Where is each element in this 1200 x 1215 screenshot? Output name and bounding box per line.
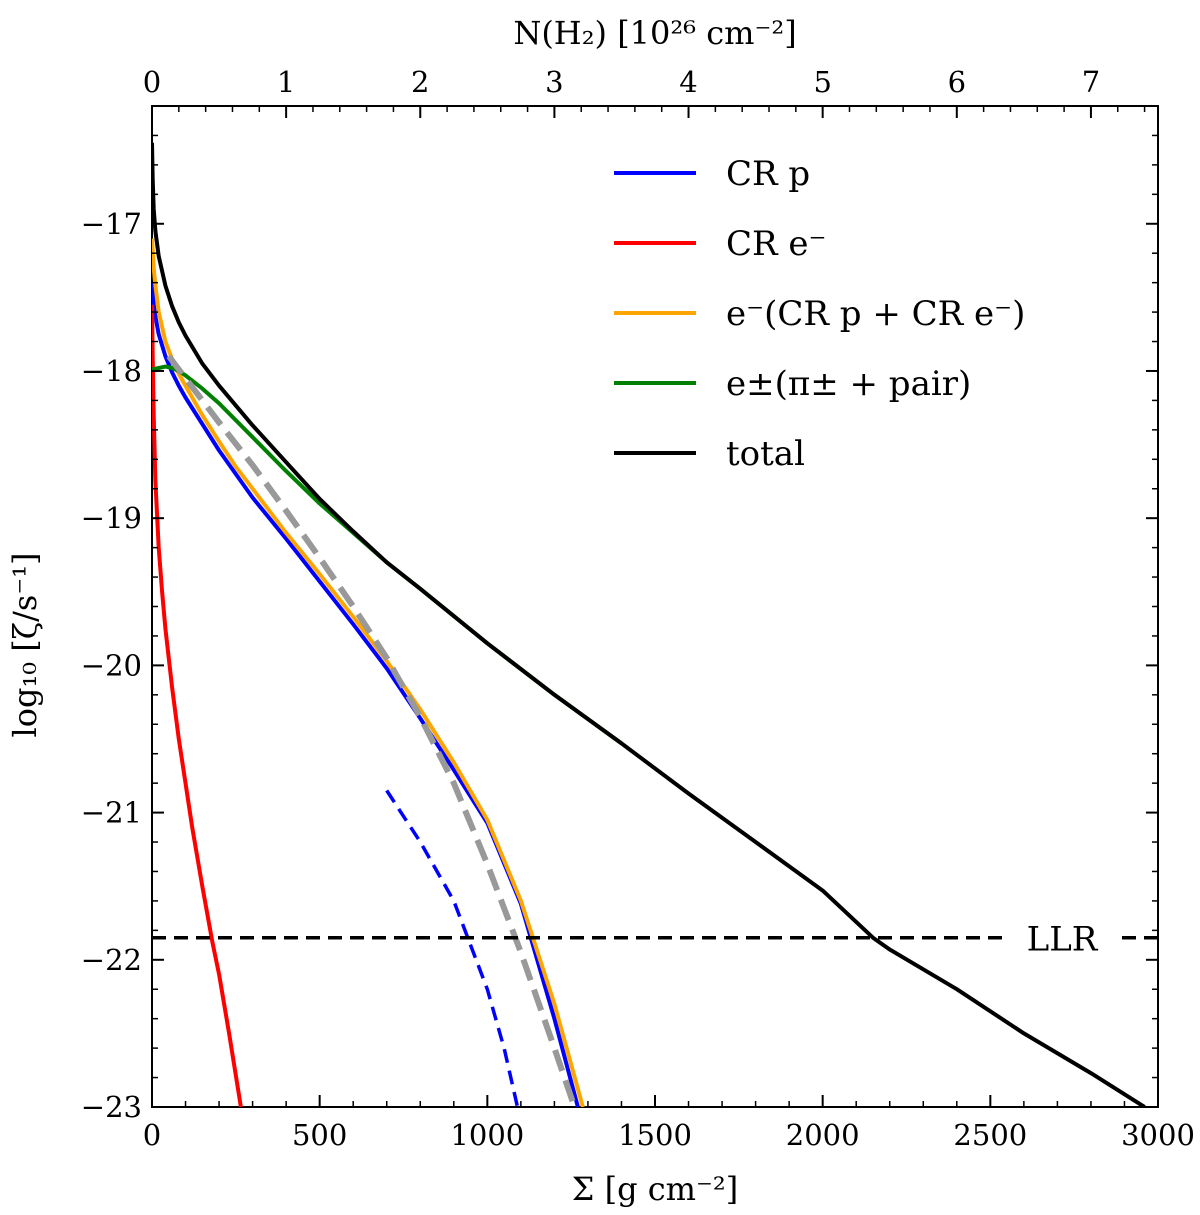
legend-label-2: e⁻(CR p + CR e⁻) [726, 294, 1025, 334]
top-tick-label: 3 [545, 65, 563, 99]
labels-layer: Σ [g cm⁻²] N(H₂) [10²⁶ cm⁻²] log₁₀ [ζ/s⁻… [6, 14, 797, 1208]
ticks-layer: 0 500 1000 1500 2000 2500 3000 0 1 2 3 4 5 6 7 −23 −22 −2… [81, 65, 1195, 1152]
series-line-0 [152, 282, 580, 1107]
reference-line-layer: LLR [152, 920, 1158, 960]
y-tick-label: −22 [81, 943, 142, 977]
top-tick-label: 2 [411, 65, 429, 99]
llr-label: LLR [1027, 920, 1099, 960]
x-tick-label: 500 [292, 1118, 347, 1152]
plot-border [151, 105, 1159, 1108]
plot-frame [151, 105, 1159, 1108]
series-layer [152, 142, 1146, 1107]
x-tick-label: 1500 [618, 1118, 692, 1152]
top-tick-label: 5 [813, 65, 831, 99]
y-tick-label: −21 [81, 796, 142, 830]
legend: CR p CR e⁻ e⁻(CR p + CR e⁻) e±(π± + pair) to… [614, 154, 1025, 474]
series-line-4 [152, 142, 1146, 1107]
y-axis-title: log₁₀ [ζ/s⁻¹] [6, 552, 44, 737]
y-tick-label: −19 [81, 501, 142, 535]
top-tick-label: 7 [1082, 65, 1100, 99]
top-tick-label: 4 [679, 65, 697, 99]
series-line-2 [152, 238, 585, 1107]
x-tick-label: 1000 [450, 1118, 524, 1152]
legend-label-3: e±(π± + pair) [726, 364, 971, 404]
series-line-5 [385, 789, 520, 1107]
y-tick-label: −18 [81, 354, 142, 388]
series-line-6 [166, 354, 578, 1107]
x-tick-label: 3000 [1121, 1118, 1195, 1152]
top-tick-label: 6 [948, 65, 966, 99]
top-axis-title: N(H₂) [10²⁶ cm⁻²] [513, 14, 796, 52]
legend-label-0: CR p [726, 154, 810, 194]
x-tick-label: 0 [143, 1118, 161, 1152]
y-tick-label: −20 [81, 648, 142, 682]
top-tick-label: 0 [143, 65, 161, 99]
x-axis-title: Σ [g cm⁻²] [572, 1170, 738, 1208]
x-tick-label: 2500 [953, 1118, 1027, 1152]
legend-label-4: total [726, 434, 805, 474]
top-tick-label: 1 [277, 65, 295, 99]
y-tick-label: −23 [81, 1090, 142, 1124]
series-line-1 [152, 304, 243, 1107]
legend-label-1: CR e⁻ [726, 224, 827, 264]
y-tick-label: −17 [81, 207, 142, 241]
x-tick-label: 2000 [786, 1118, 860, 1152]
